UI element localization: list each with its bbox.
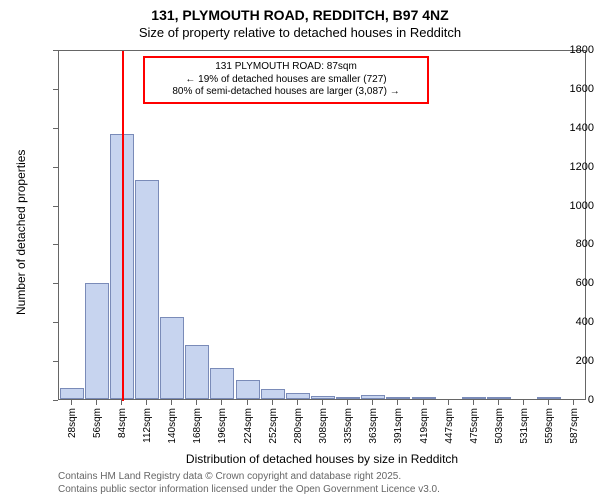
y-tick-mark — [53, 400, 58, 401]
x-tick-label: 56sqm — [92, 408, 103, 438]
x-tick-mark — [498, 400, 499, 405]
x-axis-label: Distribution of detached houses by size … — [58, 452, 586, 466]
y-tick-mark — [53, 128, 58, 129]
x-tick-label: 475sqm — [469, 408, 480, 444]
x-tick-mark — [96, 400, 97, 405]
y-tick-mark — [53, 283, 58, 284]
x-tick-mark — [71, 400, 72, 405]
y-tick-mark — [53, 361, 58, 362]
x-tick-label: 28sqm — [67, 408, 78, 438]
x-tick-label: 252sqm — [268, 408, 279, 444]
x-tick-label: 531sqm — [519, 408, 530, 444]
x-tick-label: 419sqm — [419, 408, 430, 444]
y-tick-label: 1600 — [538, 83, 600, 95]
histogram-bar — [210, 368, 234, 399]
plot-area: 131 PLYMOUTH ROAD: 87sqm← 19% of detache… — [58, 50, 586, 400]
x-tick-label: 503sqm — [494, 408, 505, 444]
x-tick-label: 140sqm — [167, 408, 178, 444]
x-tick-label: 84sqm — [117, 408, 128, 438]
x-tick-label: 168sqm — [192, 408, 203, 444]
y-tick-label: 1200 — [538, 161, 600, 173]
histogram-bar — [185, 345, 209, 399]
y-tick-label: 1800 — [538, 44, 600, 56]
x-tick-mark — [423, 400, 424, 405]
x-tick-mark — [548, 400, 549, 405]
x-tick-mark — [121, 400, 122, 405]
x-tick-mark — [322, 400, 323, 405]
attribution-footer: Contains HM Land Registry data © Crown c… — [58, 470, 440, 496]
x-tick-mark — [372, 400, 373, 405]
x-tick-label: 587sqm — [569, 408, 580, 444]
x-tick-label: 280sqm — [293, 408, 304, 444]
histogram-bar — [236, 380, 260, 399]
histogram-bar — [412, 397, 436, 399]
y-tick-label: 800 — [538, 238, 600, 250]
x-tick-label: 391sqm — [393, 408, 404, 444]
x-tick-mark — [297, 400, 298, 405]
chart-title-line2: Size of property relative to detached ho… — [0, 24, 600, 40]
y-axis-label: Number of detached properties — [14, 150, 28, 315]
x-tick-mark — [347, 400, 348, 405]
chart-title-line1: 131, PLYMOUTH ROAD, REDDITCH, B97 4NZ — [0, 0, 600, 24]
histogram-bar — [361, 395, 385, 399]
x-tick-label: 335sqm — [343, 408, 354, 444]
x-tick-mark — [448, 400, 449, 405]
x-tick-label: 196sqm — [217, 408, 228, 444]
x-tick-label: 363sqm — [368, 408, 379, 444]
y-tick-mark — [53, 167, 58, 168]
property-marker-line — [122, 51, 124, 401]
histogram-bar — [261, 389, 285, 399]
y-tick-mark — [53, 244, 58, 245]
y-tick-label: 1000 — [538, 200, 600, 212]
y-tick-mark — [53, 322, 58, 323]
histogram-bar — [286, 393, 310, 399]
x-tick-label: 308sqm — [318, 408, 329, 444]
histogram-bar — [60, 388, 84, 399]
x-tick-mark — [196, 400, 197, 405]
histogram-bar — [85, 283, 109, 399]
annotation-line1: 131 PLYMOUTH ROAD: 87sqm — [151, 61, 420, 74]
y-tick-mark — [53, 50, 58, 51]
x-tick-mark — [247, 400, 248, 405]
y-tick-mark — [53, 206, 58, 207]
histogram-bar — [487, 397, 511, 399]
histogram-bar — [462, 397, 486, 399]
x-tick-mark — [473, 400, 474, 405]
footer-line1: Contains HM Land Registry data © Crown c… — [58, 470, 440, 483]
y-tick-mark — [53, 89, 58, 90]
x-tick-mark — [397, 400, 398, 405]
x-tick-label: 224sqm — [243, 408, 254, 444]
x-tick-label: 447sqm — [444, 408, 455, 444]
x-tick-mark — [523, 400, 524, 405]
annotation-box: 131 PLYMOUTH ROAD: 87sqm← 19% of detache… — [143, 56, 428, 104]
x-tick-label: 112sqm — [142, 408, 153, 443]
annotation-line2: ← 19% of detached houses are smaller (72… — [151, 74, 420, 87]
x-tick-mark — [573, 400, 574, 405]
footer-line2: Contains public sector information licen… — [58, 483, 440, 496]
histogram-bar — [135, 180, 159, 399]
x-tick-mark — [171, 400, 172, 405]
y-tick-label: 1400 — [538, 122, 600, 134]
y-tick-label: 600 — [538, 277, 600, 289]
x-tick-label: 559sqm — [544, 408, 555, 444]
histogram-bar — [311, 396, 335, 399]
histogram-bar — [160, 317, 184, 399]
annotation-line3: 80% of semi-detached houses are larger (… — [151, 86, 420, 99]
x-tick-mark — [221, 400, 222, 405]
x-tick-mark — [272, 400, 273, 405]
y-tick-label: 400 — [538, 316, 600, 328]
histogram-bar — [336, 397, 360, 399]
y-tick-label: 200 — [538, 355, 600, 367]
histogram-bar — [386, 397, 410, 399]
x-tick-mark — [146, 400, 147, 405]
